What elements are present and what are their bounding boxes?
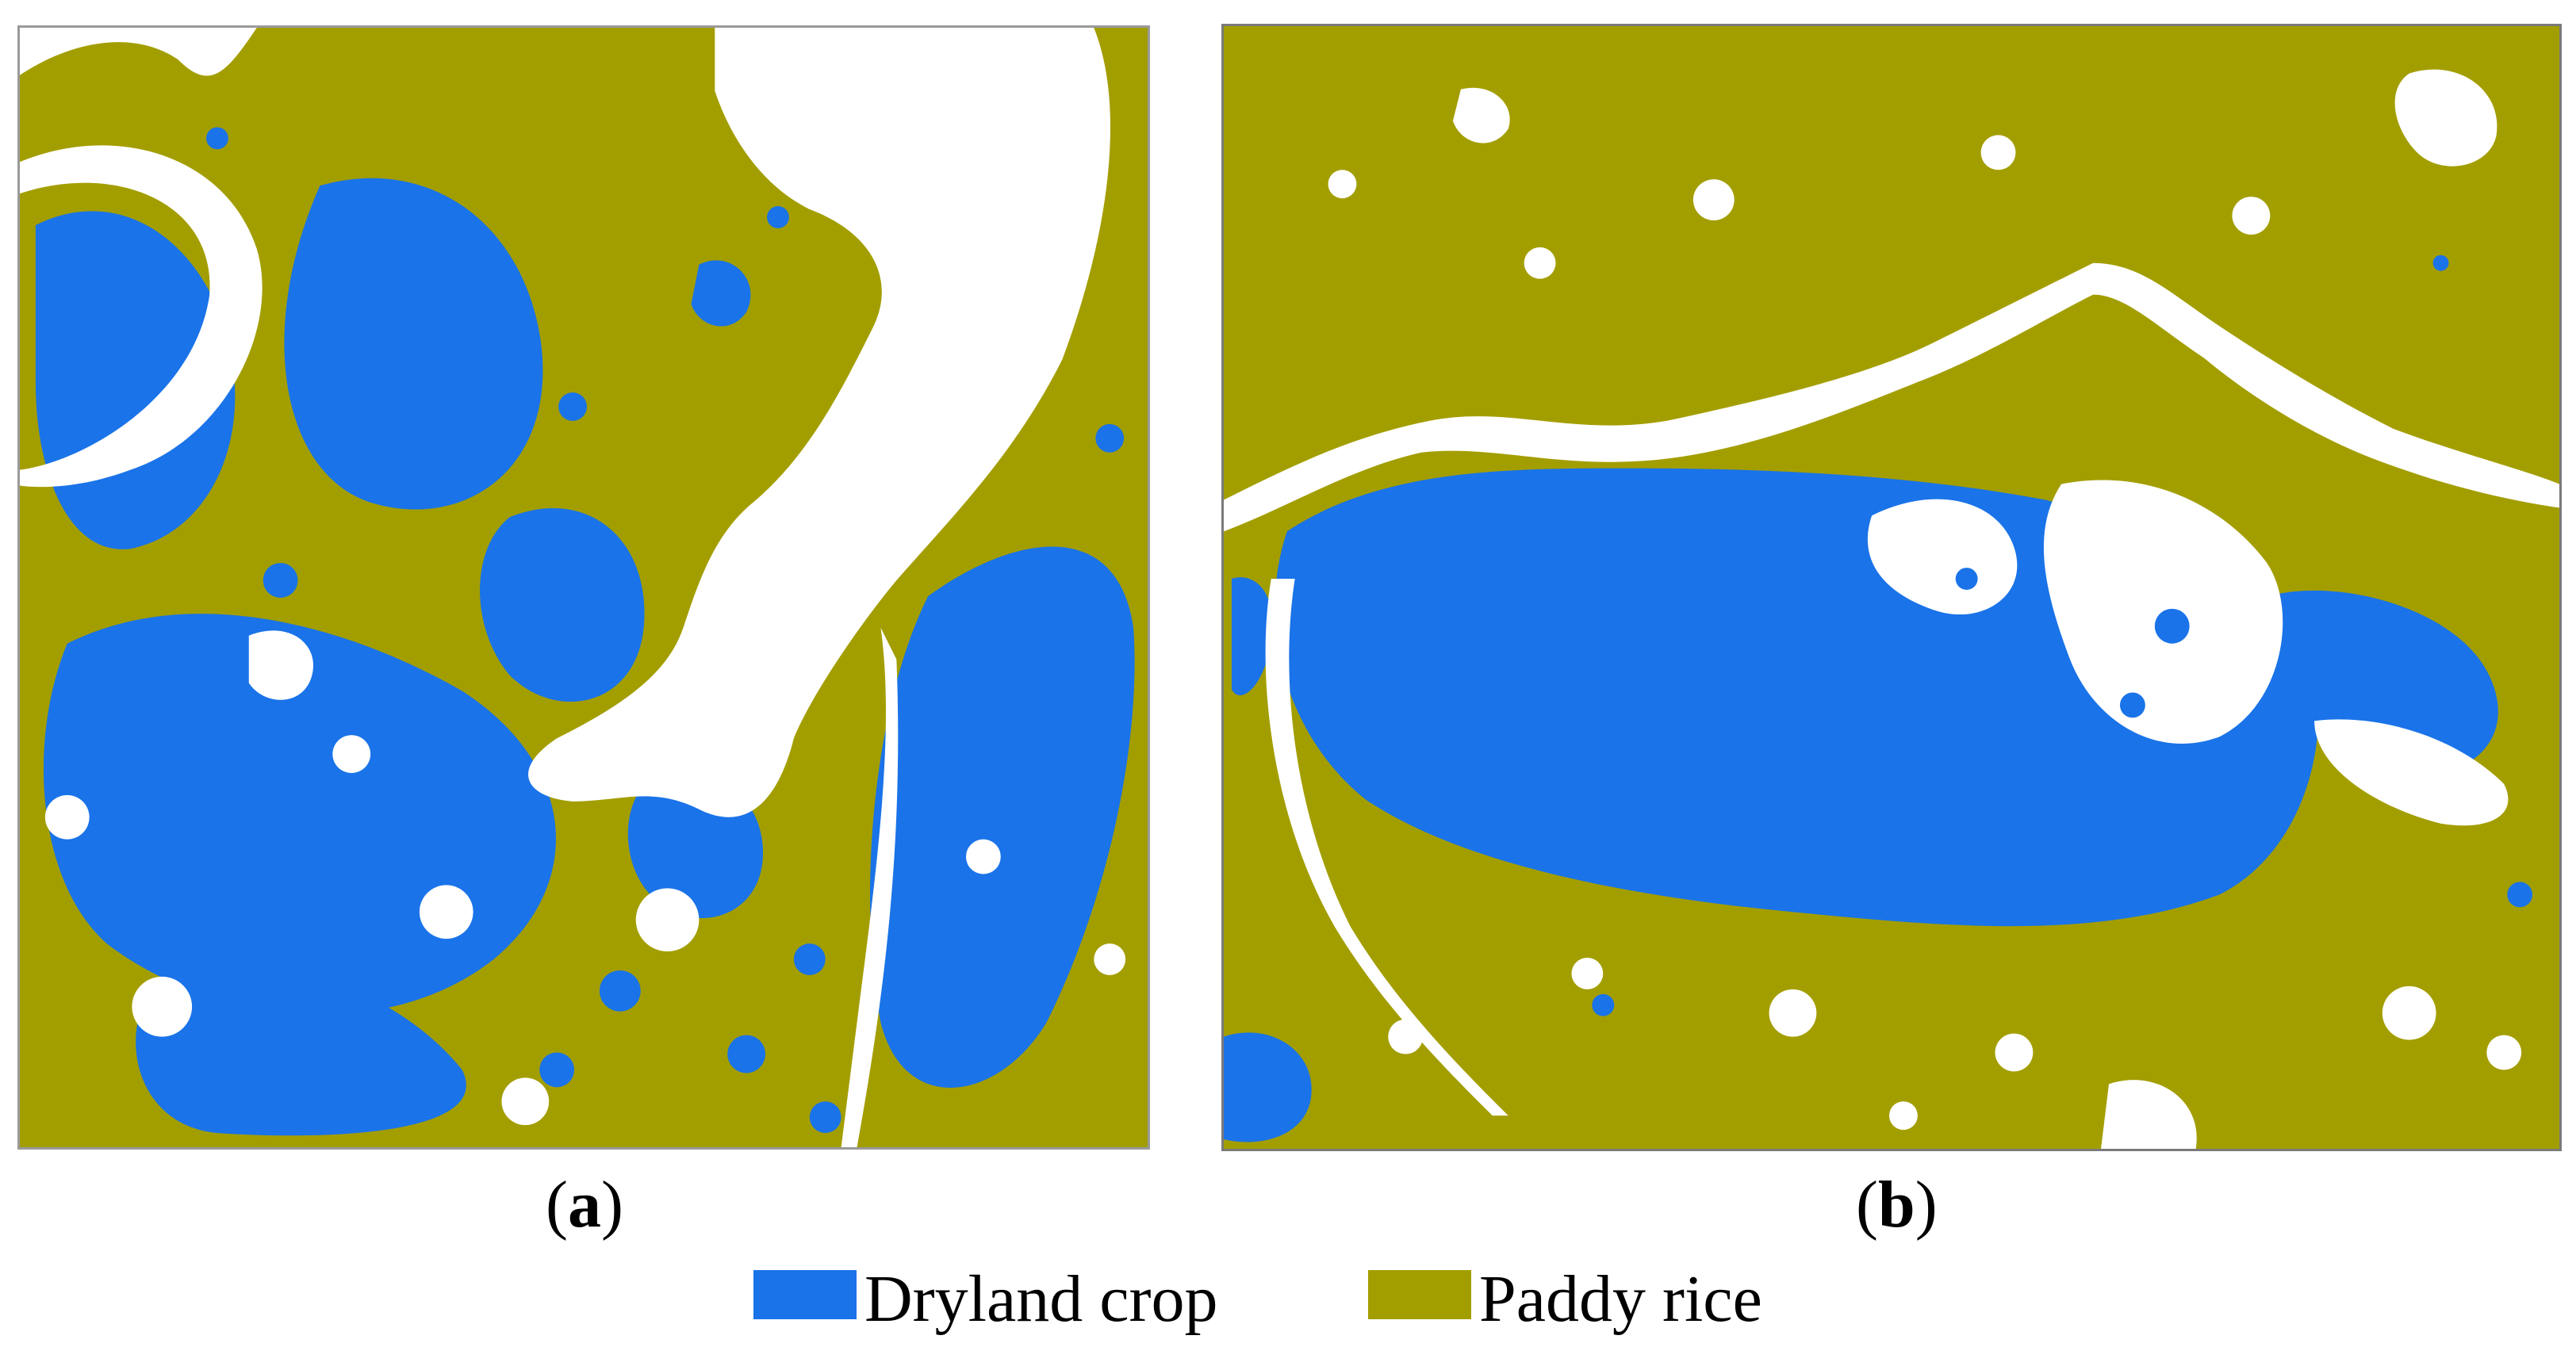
panel-a-caption: (a) bbox=[546, 1168, 623, 1242]
panel-a-letter: a bbox=[567, 1168, 601, 1242]
dryland-crop-speckles-b bbox=[1592, 254, 2533, 1016]
map-b-raster bbox=[1224, 26, 2559, 1149]
legend: Dryland crop Paddy rice bbox=[0, 1261, 2576, 1336]
panel-b-letter: b bbox=[1877, 1168, 1915, 1242]
non-crop-areas-a bbox=[20, 28, 1126, 1147]
map-panel-a bbox=[17, 25, 1150, 1150]
map-a-raster bbox=[20, 28, 1148, 1147]
legend-swatch-paddy-rice bbox=[1368, 1270, 1471, 1319]
legend-swatch-dryland-crop bbox=[753, 1270, 857, 1319]
legend-label-dryland-crop: Dryland crop bbox=[864, 1262, 1218, 1336]
dryland-crop-speckles-a bbox=[206, 127, 1125, 1134]
legend-label-paddy-rice: Paddy rice bbox=[1479, 1262, 1762, 1336]
map-panel-b bbox=[1221, 24, 2562, 1151]
non-crop-areas-b bbox=[1224, 69, 2559, 1149]
panel-b-caption: (b) bbox=[1856, 1168, 1938, 1242]
